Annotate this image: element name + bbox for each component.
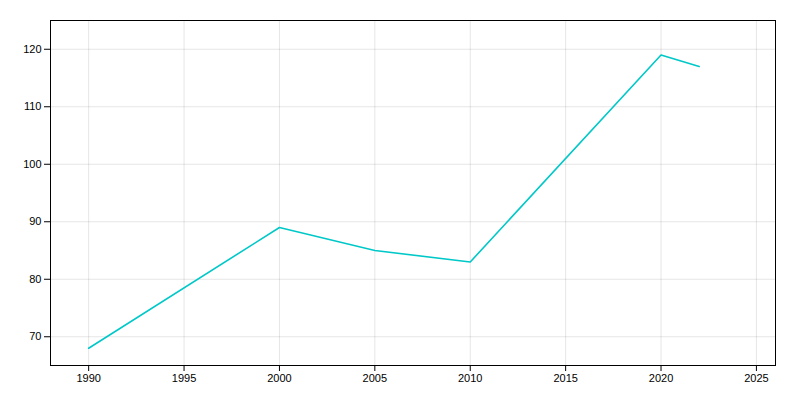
svg-text:90: 90 — [29, 215, 41, 227]
svg-text:2010: 2010 — [458, 372, 482, 384]
svg-text:120: 120 — [23, 43, 41, 55]
svg-text:100: 100 — [23, 158, 41, 170]
svg-text:2000: 2000 — [267, 372, 291, 384]
svg-text:2025: 2025 — [744, 372, 768, 384]
svg-text:2015: 2015 — [553, 372, 577, 384]
svg-text:2005: 2005 — [363, 372, 387, 384]
svg-text:1995: 1995 — [172, 372, 196, 384]
svg-text:70: 70 — [29, 330, 41, 342]
svg-text:80: 80 — [29, 273, 41, 285]
svg-text:110: 110 — [24, 100, 42, 112]
svg-text:1990: 1990 — [76, 372, 100, 384]
svg-text:2020: 2020 — [649, 372, 673, 384]
